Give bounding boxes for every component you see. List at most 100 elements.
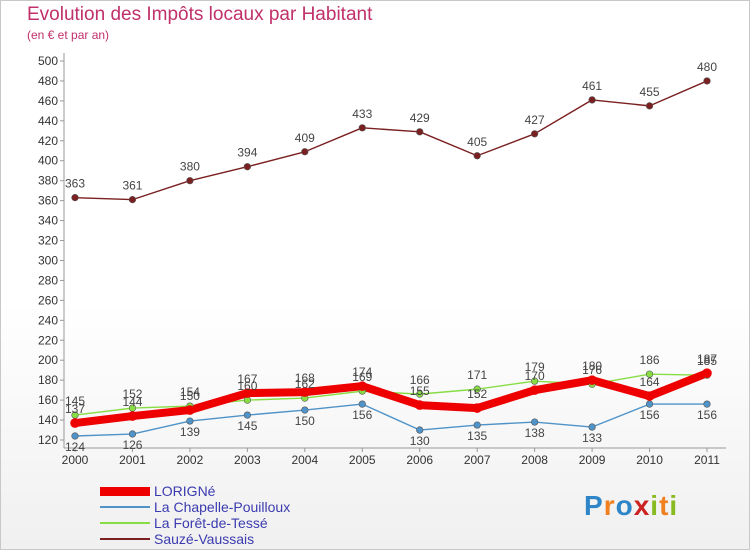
data-label-la-chapelle-pouilloux: 156 — [697, 408, 717, 422]
legend-label-sauze-vaussais: Sauzé-Vaussais — [154, 531, 255, 547]
chart-subtitle: (en € et par an) — [27, 28, 110, 42]
data-label-lorign: 168 — [295, 371, 315, 385]
data-label-la-for-t-de-tess: 160 — [237, 379, 257, 393]
y-tick-label: 160 — [38, 393, 58, 407]
data-label-lorign: 150 — [180, 389, 200, 403]
series-line-la-chapelle-pouilloux — [74, 403, 708, 437]
data-point-la-chapelle-pouilloux — [128, 430, 137, 438]
y-tick-label: 180 — [38, 373, 58, 387]
data-label-sauz-vaussais: 361 — [122, 179, 142, 193]
logo-letter: r — [603, 490, 616, 521]
logo-letter: x — [633, 490, 651, 521]
data-label-sauz-vaussais: 433 — [352, 107, 372, 121]
data-point-sauz-vaussais — [416, 128, 424, 136]
data-label-sauz-vaussais: 405 — [467, 135, 487, 149]
data-point-sauz-vaussais — [243, 163, 251, 171]
data-label-la-chapelle-pouilloux: 130 — [410, 434, 430, 448]
data-label-lorign: 187 — [697, 352, 717, 366]
y-tick-label: 500 — [38, 54, 58, 68]
data-point-sauz-vaussais — [473, 152, 481, 160]
data-point-la-chapelle-pouilloux — [473, 421, 481, 429]
y-tick-label: 420 — [38, 134, 58, 148]
data-point-la-chapelle-pouilloux — [358, 400, 366, 408]
series-data-labels: 363 361 380 394 409 433 429 405 427 461 455 480 124 1… — [65, 60, 717, 454]
data-point-la-chapelle-pouilloux — [186, 417, 194, 425]
data-point-lorign — [414, 400, 425, 410]
y-tick-label: 120 — [38, 433, 58, 447]
data-point-la-chapelle-pouilloux — [301, 406, 309, 414]
y-tick-label: 440 — [38, 114, 58, 128]
data-label-lorign: 155 — [410, 384, 430, 398]
y-tick-label: 140 — [38, 413, 58, 427]
data-point-lorign — [185, 405, 195, 415]
data-point-lorign — [357, 381, 368, 391]
y-tick-label: 380 — [38, 174, 58, 188]
data-point-lorign — [529, 385, 540, 395]
data-point-sauz-vaussais — [71, 194, 79, 202]
y-tick-label: 340 — [38, 214, 58, 228]
legend-swatch-la-chapelle-pouilloux — [100, 506, 150, 508]
data-label-la-for-t-de-tess: 166 — [410, 373, 430, 387]
x-tick-label: 2000 — [62, 453, 89, 467]
y-tick-label: 260 — [38, 293, 58, 307]
y-tick-label: 300 — [38, 253, 58, 267]
data-label-la-chapelle-pouilloux: 124 — [65, 440, 85, 454]
data-label-lorign: 164 — [640, 375, 660, 389]
legend-swatch-lorigne — [100, 487, 150, 496]
data-label-sauz-vaussais: 409 — [295, 131, 315, 145]
data-label-sauz-vaussais: 455 — [640, 85, 660, 99]
chart-axes: 120 140 160 180 200 220 240 260 280 300 320 340 360 3… — [38, 53, 726, 467]
data-label-lorign: 180 — [582, 359, 602, 373]
data-label-la-for-t-de-tess: 152 — [122, 387, 142, 401]
series-points — [70, 77, 712, 440]
y-tick-label: 240 — [38, 313, 58, 327]
data-point-la-chapelle-pouilloux — [71, 432, 79, 440]
x-tick-label: 2008 — [521, 453, 548, 467]
data-label-sauz-vaussais: 380 — [180, 160, 200, 174]
legend-swatch-sauze-vaussais — [100, 538, 150, 540]
data-label-la-chapelle-pouilloux: 145 — [237, 419, 257, 433]
data-point-lorign — [644, 391, 655, 401]
data-point-sauz-vaussais — [645, 102, 654, 110]
data-label-la-chapelle-pouilloux: 126 — [122, 438, 142, 452]
data-label-la-chapelle-pouilloux: 150 — [295, 414, 315, 428]
data-point-sauz-vaussais — [358, 124, 366, 132]
data-point-la-for-t-de-tess — [645, 370, 654, 378]
data-label-la-for-t-de-tess: 145 — [65, 394, 85, 408]
y-tick-label: 320 — [38, 234, 58, 248]
data-point-lorign — [587, 375, 597, 385]
data-label-la-chapelle-pouilloux: 139 — [180, 425, 200, 439]
data-label-la-for-t-de-tess: 179 — [525, 360, 545, 374]
data-label-sauz-vaussais: 363 — [65, 177, 85, 191]
series-line-lorign — [71, 369, 711, 428]
data-label-sauz-vaussais: 480 — [697, 60, 717, 74]
logo-letter: t — [659, 490, 670, 521]
x-tick-label: 2010 — [636, 453, 663, 467]
data-point-sauz-vaussais — [301, 148, 309, 156]
data-point-la-for-t-de-tess — [473, 385, 481, 393]
y-tick-label: 280 — [38, 273, 58, 287]
data-point-lorign — [70, 418, 80, 428]
y-tick-label: 400 — [38, 154, 58, 168]
logo-letter: i — [650, 490, 660, 521]
x-tick-label: 2004 — [291, 453, 318, 467]
data-label-sauz-vaussais: 461 — [582, 79, 602, 93]
data-point-lorign — [472, 403, 482, 413]
proxiti-logo: Proxiti — [584, 490, 678, 522]
data-label-lorign: 174 — [352, 365, 372, 379]
series-line-sauz-vaussais — [74, 80, 708, 201]
data-label-la-for-t-de-tess: 186 — [640, 353, 660, 367]
y-tick-label: 360 — [38, 194, 58, 208]
data-label-la-for-t-de-tess: 169 — [352, 370, 372, 384]
data-label-la-for-t-de-tess: 154 — [180, 385, 200, 399]
data-label-lorign: 152 — [467, 387, 487, 401]
x-tick-label: 2005 — [349, 453, 376, 467]
data-label-sauz-vaussais: 429 — [410, 111, 430, 125]
data-point-la-chapelle-pouilloux — [243, 411, 251, 419]
legend-label-la-chapelle-pouilloux: La Chapelle-Pouilloux — [154, 499, 291, 515]
data-label-lorign: 170 — [525, 369, 545, 383]
logo-letter: o — [615, 490, 634, 521]
data-point-la-chapelle-pouilloux — [531, 418, 539, 426]
